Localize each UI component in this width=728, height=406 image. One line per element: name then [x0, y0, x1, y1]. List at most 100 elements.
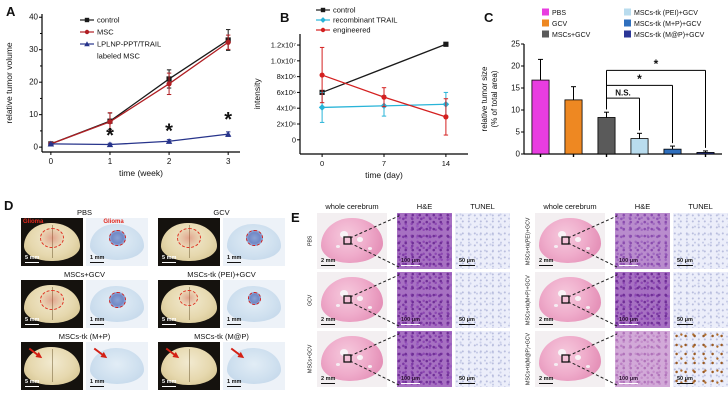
treatment-label: GCV: [213, 208, 230, 217]
he-stain-image: 100 μm: [397, 272, 452, 328]
svg-text:MSCs+GCV: MSCs+GCV: [552, 32, 591, 39]
treatment-group-mscs-tk-map: MSCs-tk (M@P) 5 mm 1 mm: [157, 332, 286, 390]
tumor-outline: [108, 292, 126, 309]
svg-text:MSCs-tk (M+P)+GCV: MSCs-tk (M+P)+GCV: [634, 21, 702, 28]
scale-bar: 2 mm: [321, 258, 336, 266]
brain-photo: Glioma 5 mm: [21, 218, 83, 266]
histology-row: MSCs+GCV 2 mm 100 μm: [306, 331, 510, 387]
svg-text:relative tumor size: relative tumor size: [480, 66, 489, 131]
scale-bar: 1 mm: [90, 379, 105, 387]
svg-text:6x10⁶: 6x10⁶: [277, 88, 296, 97]
scale-bar: 100 μm: [619, 317, 638, 325]
intensity-chart: 0 7 14 0 2x10⁶ 4x10⁶ 6x10⁶ 8x10⁶ 1.0x10⁷ 1.2x10⁷ t…: [252, 6, 468, 180]
header-whole-cerebrum: whole cerebrum: [325, 202, 379, 211]
svg-text:1: 1: [108, 157, 113, 166]
tunel-stain-image: 50 μm: [673, 331, 728, 387]
scale-bar: 5 mm: [25, 379, 40, 387]
image-pair: 5 mm 1 mm: [157, 342, 286, 390]
histology-row: MSCs+tk(M+P)+GCV 2 mm 100 μm: [524, 272, 728, 328]
treatment-label: MSCs+tk(PEI)+GCV: [525, 217, 532, 265]
tunel-stain-image: 50 μm: [673, 272, 728, 328]
treatment-group-gcv: GCV 5 mm 1 mm: [157, 208, 286, 266]
slice-tissue: [90, 348, 144, 384]
svg-text:LPLNP-PPT/TRAIL: LPLNP-PPT/TRAIL: [97, 40, 161, 49]
svg-text:N.S.: N.S.: [615, 89, 631, 98]
svg-text:control: control: [333, 6, 356, 15]
scale-bar: 5 mm: [25, 317, 40, 325]
svg-text:MSC: MSC: [97, 28, 114, 37]
scale-bar: 100 μm: [401, 317, 420, 325]
svg-text:1.0x10⁷: 1.0x10⁷: [271, 56, 297, 65]
he-stain-image: 100 μm: [615, 213, 670, 269]
brain-slice: Glioma 1 mm: [86, 218, 148, 266]
svg-text:(% of total area): (% of total area): [490, 70, 499, 127]
panel-d: D PBS Glioma 5 mm Glioma: [0, 192, 286, 406]
cerebrum-image: 2 mm: [317, 213, 400, 269]
zoom-connector-lines: [343, 274, 400, 327]
svg-text:10: 10: [511, 106, 520, 115]
header-tunel: TUNEL: [688, 202, 713, 211]
cerebrum-tissue: [321, 277, 383, 322]
svg-text:recombinant TRAIL: recombinant TRAIL: [333, 16, 397, 25]
scale-bar: 50 μm: [677, 258, 693, 266]
tumor-arrow-icon: [93, 347, 108, 358]
svg-text:25: 25: [511, 40, 520, 49]
cerebrum-image: 2 mm: [317, 272, 400, 328]
image-pair: 5 mm 1 mm: [20, 280, 149, 328]
brain-photo-grid: PBS Glioma 5 mm Glioma 1 mm: [20, 208, 286, 390]
svg-text:7: 7: [382, 159, 386, 168]
scale-bar: 50 μm: [459, 258, 475, 266]
he-stain-image: 100 μm: [615, 272, 670, 328]
panel-b-label: B: [280, 10, 290, 25]
brain-photo: 5 mm: [158, 218, 220, 266]
treatment-label: MSCs-tk (M+P): [58, 332, 111, 341]
brain-slice: 1 mm: [223, 342, 285, 390]
cerebrum-image: 2 mm: [317, 331, 400, 387]
zoom-connector-lines: [561, 333, 618, 386]
treatment-group-mscs-tk-mp: MSCs-tk (M+P) 5 mm 1 mm: [20, 332, 149, 390]
tumor-arrow-icon: [165, 347, 180, 358]
cerebrum-tissue: [539, 336, 601, 381]
svg-text:8x10⁶: 8x10⁶: [277, 72, 296, 81]
treatment-label: MSCs+GCV: [307, 344, 314, 374]
svg-text:0: 0: [34, 143, 39, 152]
cerebrum-tissue: [539, 277, 601, 322]
scale-bar: 100 μm: [401, 258, 420, 266]
cerebrum-tissue: [321, 218, 383, 263]
tumor-size-bar-chart: 0 5 10 15 20 25 relative tumor size (% of total…: [480, 8, 722, 159]
tunel-stain-image: 50 μm: [455, 272, 510, 328]
cerebrum-image: 2 mm: [535, 331, 618, 387]
image-pair: Glioma 5 mm Glioma 1 mm: [20, 218, 149, 266]
he-stain-image: 100 μm: [615, 331, 670, 387]
tumor-outline: [176, 227, 201, 248]
tumor-outline: [179, 289, 199, 306]
he-stain-image: 100 μm: [397, 331, 452, 387]
panel-a-label: A: [6, 4, 16, 19]
scale-bar: 1 mm: [227, 255, 242, 263]
he-stain-image: 100 μm: [397, 213, 452, 269]
scale-bar: 50 μm: [459, 317, 475, 325]
charts-row: A 0 1 2 3 0 10 20 30 40 time (week) relative tumor…: [0, 0, 728, 190]
svg-text:*: *: [106, 125, 114, 147]
svg-text:MSCs-tk (PEI)+GCV: MSCs-tk (PEI)+GCV: [634, 10, 698, 17]
svg-text:3: 3: [226, 157, 231, 166]
treatment-label: MSCs-tk (PEI)+GCV: [187, 270, 256, 279]
tumor-outline: [245, 230, 263, 247]
scale-bar: 2 mm: [321, 317, 336, 325]
svg-text:control: control: [97, 16, 120, 25]
svg-text:1.2x10⁷: 1.2x10⁷: [271, 41, 297, 50]
image-pair: 5 mm 1 mm: [20, 342, 149, 390]
scale-bar: 50 μm: [677, 317, 693, 325]
brain-photo: 5 mm: [21, 280, 83, 328]
cerebrum-tissue: [539, 218, 601, 263]
svg-text:PBS: PBS: [552, 10, 566, 17]
panel-a: A 0 1 2 3 0 10 20 30 40 time (week) relative tumor…: [0, 0, 250, 190]
image-pair: 5 mm 1 mm: [157, 218, 286, 266]
panel-e-label: E: [291, 210, 300, 225]
svg-text:20: 20: [511, 62, 520, 71]
zoom-connector-lines: [561, 215, 618, 268]
panel-e: E whole cerebrum H&E TUNEL PBS: [286, 192, 728, 406]
scale-bar: 5 mm: [162, 255, 177, 263]
header-he: H&E: [416, 202, 433, 211]
